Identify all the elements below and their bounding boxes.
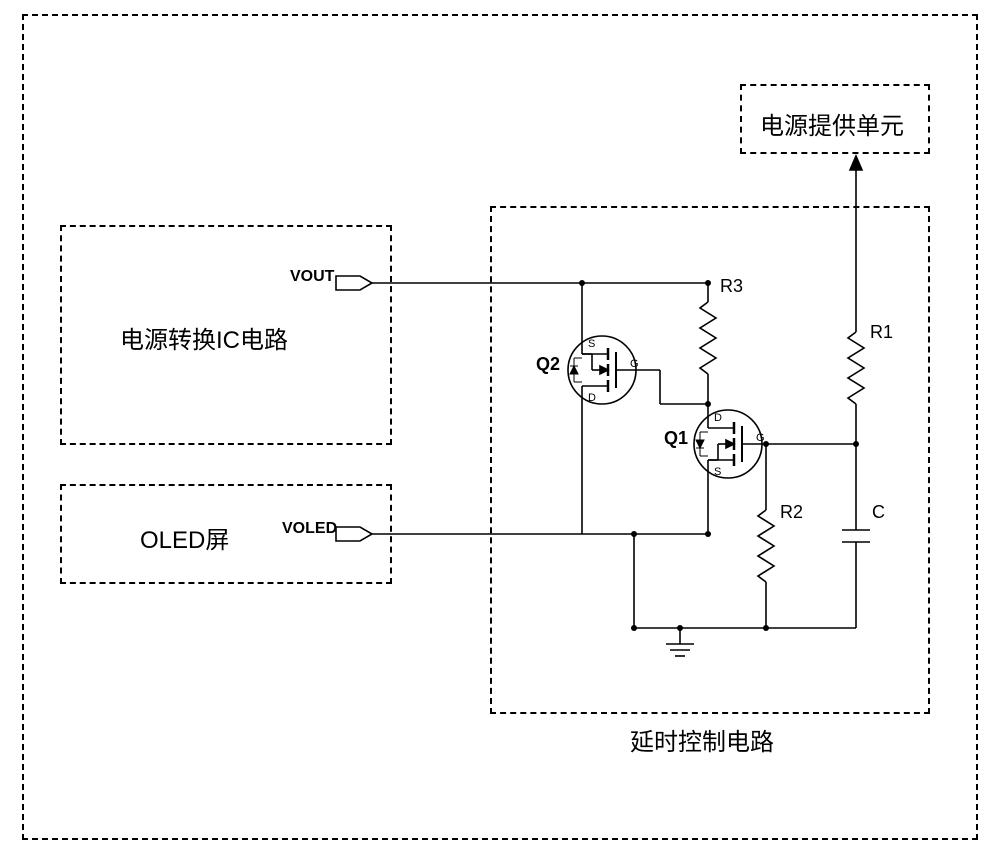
vout-port-icon — [336, 276, 372, 290]
circuit-diagram: 电源转换IC电路 OLED屏 延时控制电路 电源提供单元 VOUT VOLED … — [0, 0, 1000, 854]
r1-icon — [848, 332, 864, 404]
schematic-svg — [0, 0, 1000, 854]
voled-port-icon — [336, 527, 372, 541]
arrow-up-icon — [850, 156, 862, 170]
r2-icon — [758, 510, 774, 582]
r3-icon — [700, 302, 716, 374]
